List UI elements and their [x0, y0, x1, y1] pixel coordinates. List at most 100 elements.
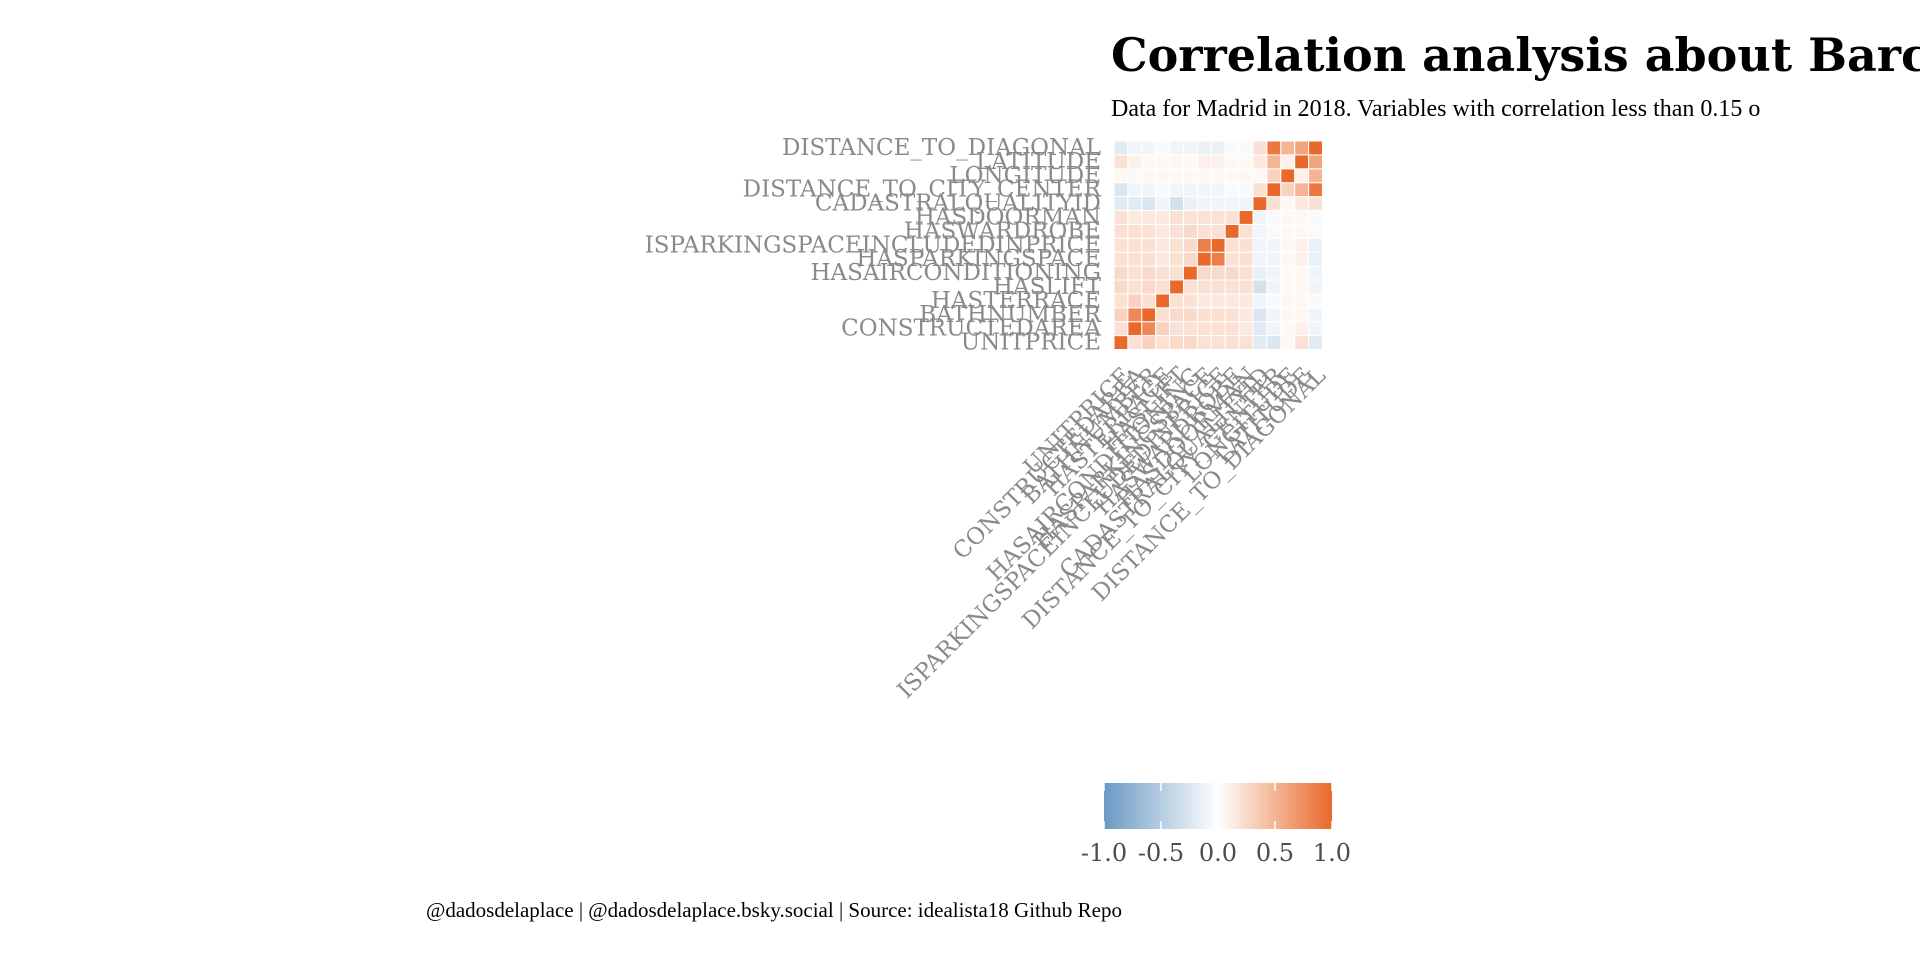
heatmap-cell	[1155, 168, 1171, 184]
heatmap-cell	[1280, 196, 1296, 212]
heatmap-cell	[1169, 293, 1184, 309]
heatmap-cell	[1294, 140, 1310, 156]
heatmap-cell	[1210, 237, 1226, 253]
heatmap-cell	[1280, 182, 1296, 198]
heatmap-cell	[1280, 335, 1296, 351]
heatmap-cell	[1294, 168, 1310, 184]
heatmap-cell	[1294, 279, 1310, 295]
heatmap-cell	[1155, 210, 1171, 225]
y-tick-label: HASPARKINGSPACE	[856, 246, 1101, 272]
heatmap-cell	[1127, 321, 1143, 337]
heatmap-cell	[1196, 321, 1212, 337]
heatmap-cell	[1127, 140, 1143, 156]
y-tick-label: DISTANCE_TO_DIAGONAL	[782, 135, 1101, 161]
heatmap-cell	[1266, 251, 1282, 267]
heatmap-cell	[1308, 279, 1323, 295]
heatmap-cell	[1113, 307, 1129, 323]
heatmap-cell	[1127, 335, 1143, 351]
heatmap-cell	[1196, 154, 1212, 170]
heatmap-cell	[1266, 210, 1282, 225]
y-tick-label: HASWARDROBE	[904, 218, 1101, 244]
heatmap-cell	[1155, 307, 1171, 323]
heatmap-cell	[1210, 279, 1226, 295]
heatmap-cell	[1141, 335, 1157, 351]
heatmap-cell	[1210, 168, 1226, 184]
heatmap-cell	[1183, 140, 1198, 156]
heatmap-cell	[1155, 293, 1171, 309]
heatmap-cell	[1196, 265, 1212, 281]
heatmap-cell	[1294, 251, 1310, 267]
heatmap-cell	[1266, 154, 1282, 170]
heatmap-cell	[1308, 307, 1323, 323]
heatmap-cell	[1280, 168, 1296, 184]
heatmap-cell	[1210, 321, 1226, 337]
heatmap-cell	[1238, 182, 1254, 198]
heatmap-cell	[1127, 210, 1143, 225]
heatmap-cell	[1238, 237, 1254, 253]
y-tick-label: HASAIRCONDITIONING	[810, 260, 1101, 286]
heatmap-cell	[1308, 251, 1323, 267]
heatmap-cell	[1224, 265, 1240, 281]
heatmap-cell	[1113, 279, 1129, 295]
heatmap-cell	[1141, 210, 1157, 225]
y-tick-label: DISTANCE_TO_CITY_CENTER	[743, 177, 1102, 203]
heatmap-cell	[1252, 251, 1268, 267]
heatmap-cell	[1210, 182, 1226, 198]
heatmap-cell	[1252, 237, 1268, 253]
heatmap-cell	[1113, 321, 1129, 337]
heatmap-cell	[1113, 210, 1129, 225]
heatmap-cell	[1308, 265, 1323, 281]
y-tick-label: HASTERRACE	[931, 288, 1101, 314]
heatmap-cell	[1252, 293, 1268, 309]
heatmap-cell	[1127, 182, 1143, 198]
heatmap-cell	[1127, 154, 1143, 170]
heatmap-cell	[1183, 265, 1198, 281]
heatmap-cell	[1127, 223, 1143, 239]
chart-caption: @dadosdelaplace | @dadosdelaplace.bsky.s…	[426, 898, 1122, 922]
heatmap-cell	[1266, 223, 1282, 239]
heatmap-cell	[1113, 168, 1129, 184]
heatmap-cell	[1224, 335, 1240, 351]
heatmap-cell	[1141, 196, 1157, 212]
legend-tick-label: -0.5	[1138, 839, 1184, 867]
heatmap-cell	[1169, 335, 1184, 351]
heatmap-cell	[1183, 196, 1198, 212]
legend-tick-label: 0.5	[1256, 839, 1294, 867]
heatmap-cell	[1113, 335, 1129, 351]
heatmap-cell	[1169, 307, 1184, 323]
heatmap-cell	[1113, 182, 1129, 198]
heatmap-cell	[1210, 154, 1226, 170]
heatmap-cell	[1238, 279, 1254, 295]
heatmap-cell	[1141, 321, 1157, 337]
heatmap-cell	[1127, 168, 1143, 184]
heatmap-cell	[1252, 335, 1268, 351]
chart-title: Correlation analysis about Barce	[1111, 28, 1920, 82]
heatmap-cell	[1183, 210, 1198, 225]
heatmap-cell	[1308, 237, 1323, 253]
heatmap-cell	[1127, 237, 1143, 253]
heatmap-cell	[1141, 237, 1157, 253]
heatmap-cell	[1127, 251, 1143, 267]
heatmap-cell	[1266, 182, 1282, 198]
heatmap-cell	[1183, 182, 1198, 198]
heatmap-cell	[1238, 168, 1254, 184]
heatmap-cell	[1127, 265, 1143, 281]
heatmap-cell	[1280, 265, 1296, 281]
heatmap-cell	[1224, 237, 1240, 253]
heatmap-cell	[1169, 168, 1184, 184]
heatmap-cell	[1169, 140, 1184, 156]
heatmap-cell	[1252, 307, 1268, 323]
heatmap-cell	[1183, 307, 1198, 323]
heatmap-cell	[1127, 196, 1143, 212]
heatmap-cell	[1127, 279, 1143, 295]
heatmap-cell	[1224, 293, 1240, 309]
legend-tick-label: -1.0	[1081, 839, 1127, 867]
heatmap-cell	[1210, 196, 1226, 212]
heatmap-cell	[1238, 223, 1254, 239]
heatmap-cell	[1252, 279, 1268, 295]
heatmap-cell	[1169, 265, 1184, 281]
heatmap-cell	[1280, 223, 1296, 239]
heatmap-cell	[1280, 237, 1296, 253]
heatmap-cell	[1266, 307, 1282, 323]
y-tick-label: ISPARKINGSPACEINCLUDEDINPRICE	[645, 232, 1101, 258]
